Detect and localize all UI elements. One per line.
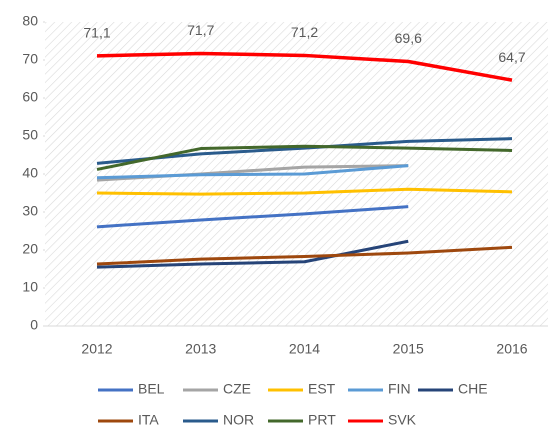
legend-label: CHE (458, 381, 488, 397)
data-label: 64,7 (498, 49, 525, 65)
legend-label: EST (308, 381, 336, 397)
x-tick-label: 2014 (289, 341, 320, 357)
line-series (96, 239, 409, 269)
x-tick-label: 2013 (185, 341, 216, 357)
line-series (96, 51, 513, 82)
x-tick-label: 2015 (393, 341, 424, 357)
y-tick-label: 0 (30, 317, 38, 333)
x-tick-label: 2012 (81, 341, 112, 357)
legend-label: ITA (138, 412, 159, 426)
y-tick-label: 20 (22, 241, 38, 257)
legend-label: BEL (138, 381, 165, 397)
line-series (96, 144, 513, 171)
y-tick-label: 70 (22, 51, 38, 67)
data-label: 71,1 (83, 25, 110, 41)
legend-label: FIN (388, 381, 411, 397)
y-tick-label: 60 (22, 89, 38, 105)
y-tick-label: 80 (22, 13, 38, 29)
line-series (96, 205, 409, 229)
line-series (96, 187, 513, 196)
data-label: 71,2 (291, 24, 318, 40)
legend-label: SVK (388, 412, 417, 426)
y-tick-label: 10 (22, 279, 38, 295)
line-series (96, 245, 513, 266)
y-tick-label: 30 (22, 203, 38, 219)
x-tick-label: 2016 (496, 341, 527, 357)
legend-label: NOR (223, 412, 254, 426)
line-series (96, 164, 409, 180)
data-label: 69,6 (395, 30, 422, 46)
y-tick-label: 50 (22, 127, 38, 143)
y-tick-label: 40 (22, 165, 38, 181)
data-label: 71,7 (187, 22, 214, 38)
legend-label: CZE (223, 381, 251, 397)
legend-label: PRT (308, 412, 336, 426)
